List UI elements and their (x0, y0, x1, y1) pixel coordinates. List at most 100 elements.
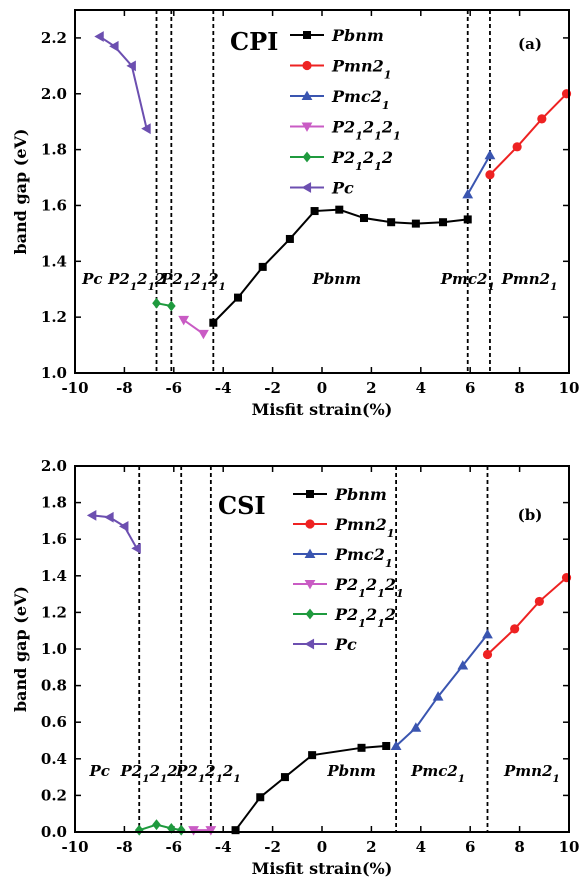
legend-marker (305, 608, 315, 620)
x-tick-label: 4 (416, 838, 426, 856)
data-point (410, 722, 422, 732)
legend-marker (305, 519, 315, 529)
y-tick-label: 1.0 (41, 364, 67, 382)
data-point (411, 219, 420, 228)
data-point (131, 542, 141, 554)
region-label: P21212 (119, 762, 177, 785)
data-point (256, 793, 265, 802)
data-point (234, 293, 243, 302)
x-tick-label: 8 (514, 838, 524, 856)
plot-frame (74, 465, 570, 833)
y-tick-label: 0.0 (41, 823, 67, 841)
data-point (439, 218, 448, 227)
region-label: Pmc21 (440, 270, 495, 293)
panel-label: (b) (518, 506, 543, 524)
data-point (258, 262, 267, 271)
region-label: Pmn21 (501, 270, 558, 293)
y-tick-label: 0.6 (41, 713, 67, 731)
x-tick-label: 0 (317, 379, 327, 397)
series-line-2 (466, 154, 491, 195)
legend-label: Pmc21 (334, 545, 393, 570)
x-tick-label: 2 (366, 379, 376, 397)
x-tick-label: -10 (61, 838, 88, 856)
legend-marker (302, 60, 312, 71)
data-point (285, 234, 294, 243)
data-point (109, 40, 119, 52)
y-tick-label: 1.4 (41, 567, 67, 585)
legend-label: Pbnm (331, 26, 384, 45)
region-label: Pmn21 (503, 762, 560, 785)
data-point (484, 149, 496, 160)
legend-label: P212121 (331, 118, 401, 143)
x-axis-title: Misfit strain(%) (252, 859, 393, 878)
panel-label: (a) (518, 35, 542, 53)
y-axis-title: band gap (eV) (11, 586, 30, 712)
x-tick-label: -6 (165, 379, 182, 397)
data-point (387, 218, 396, 227)
x-tick-label: 4 (416, 379, 426, 397)
plot-frame (74, 9, 570, 374)
region-label: Pbnm (326, 762, 376, 780)
data-point (167, 300, 176, 312)
y-tick-label: 2.2 (41, 29, 67, 47)
series-line-1 (489, 93, 568, 176)
x-tick-label: -4 (215, 838, 232, 856)
data-point (134, 824, 144, 836)
data-point (485, 170, 495, 180)
y-tick-label: 1.8 (41, 141, 67, 159)
data-point (390, 740, 402, 751)
data-point (512, 142, 522, 152)
y-tick-label: 2.0 (41, 85, 67, 103)
data-point (205, 826, 217, 836)
data-point (510, 624, 520, 634)
region-label: Pbnm (312, 270, 362, 288)
x-tick-label: 0 (317, 838, 327, 856)
region-label: P21212 (107, 270, 165, 293)
x-tick-label: -2 (264, 379, 281, 397)
data-point (104, 511, 114, 523)
data-point (482, 649, 493, 660)
series-line-0 (234, 744, 387, 831)
x-tick-label: 10 (559, 379, 579, 397)
data-point (308, 751, 317, 760)
y-tick-label: 1.8 (41, 494, 67, 512)
data-point (482, 628, 493, 639)
legend-marker (301, 90, 313, 101)
y-tick-label: 0.4 (41, 750, 67, 768)
legend-label: P21212 (334, 605, 396, 630)
legend-marker (303, 31, 311, 39)
data-point (462, 188, 474, 199)
data-point (359, 214, 368, 223)
data-point (382, 741, 391, 750)
x-tick-label: -8 (116, 379, 133, 397)
legend-label: P212121 (334, 575, 404, 600)
data-point (152, 819, 161, 831)
legend-label: Pbnm (334, 485, 387, 504)
compound-label: CSI (218, 491, 266, 520)
data-point (94, 31, 104, 42)
series-line-0 (212, 208, 468, 324)
legend-marker (302, 151, 312, 163)
legend-marker (301, 182, 312, 193)
region-label: P212121 (160, 270, 226, 293)
data-point (357, 743, 366, 752)
data-point (280, 773, 289, 782)
y-tick-label: 0.2 (41, 786, 67, 804)
data-point (119, 520, 129, 532)
panel-a: -10 -8 -6 -4 -2 0 2 4 6 8 10 1.0 1.2 1.4 1.6 1.8 2.0 2.2 M… (11, 9, 579, 419)
x-tick-label: -2 (264, 838, 281, 856)
data-point (534, 596, 544, 607)
series-line-5 (99, 35, 148, 129)
x-tick-label: 6 (465, 379, 475, 397)
data-point (126, 60, 136, 72)
y-axis-title: band gap (eV) (11, 129, 30, 255)
region-label: Pc (88, 762, 109, 780)
data-point (198, 329, 209, 340)
region-label: Pc (81, 270, 102, 288)
data-point (457, 660, 469, 670)
legend-label: P21212 (331, 148, 393, 173)
data-point (537, 114, 547, 124)
panel-b: -10 -8 -6 -4 -2 0 2 4 6 8 10 0.0 0.2 0.4 0.6 0.8 1.0 1.2 1… (11, 457, 579, 878)
y-tick-label: 2.0 (41, 457, 67, 475)
